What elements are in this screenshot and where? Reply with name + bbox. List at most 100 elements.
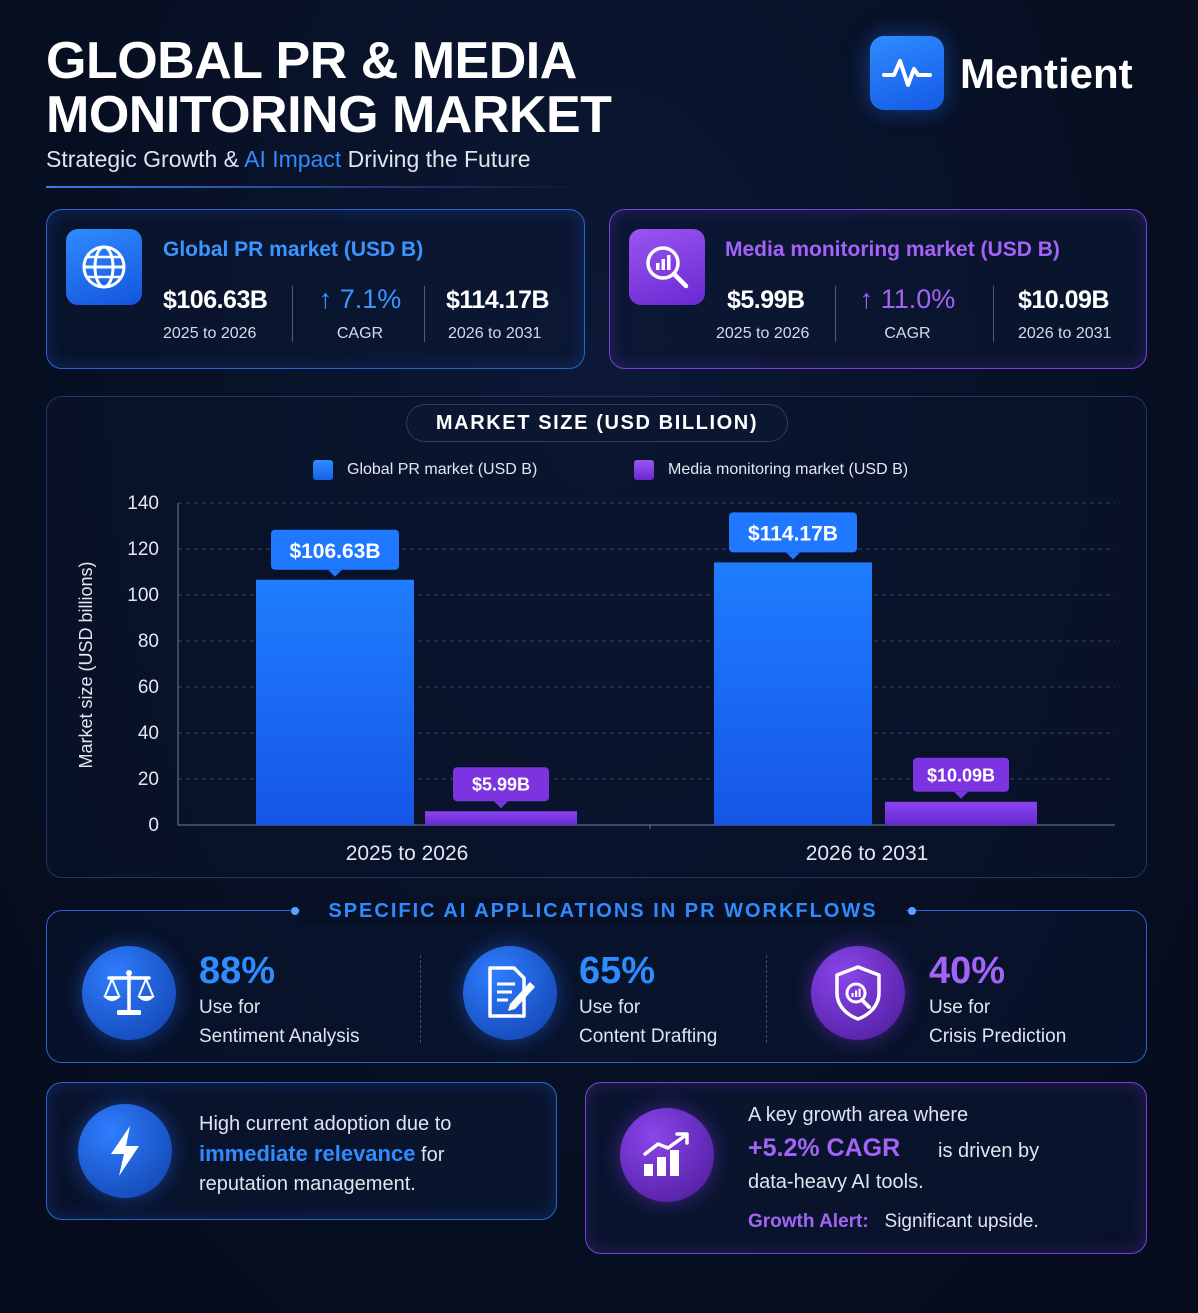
- ai-item-1-line1: Use for: [199, 997, 261, 1018]
- shield-search-icon: [835, 965, 881, 1021]
- mm-card-icon-box: [629, 229, 705, 305]
- chart-title: MARKET SIZE (USD BILLION): [406, 404, 788, 442]
- ai-item-1-icon-circle: [82, 946, 176, 1040]
- ai-item-1-pct: 88%: [199, 950, 276, 992]
- ai-divider-1: [420, 955, 421, 1043]
- pr-card-icon-box: [66, 229, 142, 305]
- subtitle-highlight: AI Impact: [244, 146, 342, 172]
- pr-cagr-number: 7.1%: [339, 284, 402, 314]
- mm-divider-2: [993, 286, 994, 342]
- mm-stat1-value: $5.99B: [727, 286, 805, 314]
- ai-item-2-line1: Use for: [579, 997, 641, 1018]
- subtitle-post: Driving the Future: [341, 146, 531, 172]
- y-tick-label: 20: [138, 769, 159, 790]
- ai-item-3-line2: Crisis Prediction: [929, 1026, 1067, 1047]
- ai-item-1-line2: Sentiment Analysis: [199, 1026, 360, 1047]
- title-line-2: MONITORING MARKET: [46, 86, 612, 144]
- pr-stat1-label: 2025 to 2026: [163, 325, 257, 342]
- data-label: $5.99B: [472, 775, 530, 795]
- heading-dot-right: [908, 907, 916, 915]
- data-label: $114.17B: [748, 522, 838, 545]
- arrow-up-icon: ↑: [859, 284, 874, 314]
- title-line-1: GLOBAL PR & MEDIA: [46, 32, 577, 90]
- pr-stat2-label: 2026 to 2031: [448, 325, 542, 342]
- scales-icon: [103, 970, 155, 1015]
- growth-alert-label: Growth Alert:: [748, 1211, 869, 1232]
- y-tick-label: 60: [138, 677, 159, 698]
- adoption-after-highlight: for: [415, 1144, 445, 1166]
- legend-swatch-mm: [634, 460, 654, 480]
- adoption-text: High current adoption due to immediate r…: [199, 1110, 451, 1199]
- title-underline: [46, 186, 586, 188]
- bar: [425, 811, 577, 825]
- subtitle-pre: Strategic Growth &: [46, 146, 245, 172]
- globe-icon: [82, 245, 126, 289]
- magnifier-chart-icon: [646, 246, 689, 289]
- growth-icon-circle: [620, 1108, 714, 1202]
- y-axis-label: Market size (USD billions): [76, 561, 96, 768]
- legend-swatch-pr: [313, 460, 333, 480]
- adoption-icon-circle: [78, 1104, 172, 1198]
- chart-panel: [46, 396, 1147, 878]
- document-pen-icon: [488, 966, 535, 1018]
- mm-divider-1: [835, 286, 836, 342]
- mm-cagr-number: 11.0%: [880, 284, 956, 314]
- ai-item-3-desc: Use for Crisis Prediction: [929, 993, 1066, 1051]
- bar: [885, 801, 1037, 825]
- data-label-pointer: [954, 791, 968, 799]
- page-title: GLOBAL PR & MEDIA MONITORING MARKET: [46, 32, 612, 144]
- adoption-line2: immediate relevance for: [199, 1139, 451, 1170]
- pr-cagr-value: ↑ 7.1%: [300, 284, 420, 315]
- pr-stat2-value: $114.17B: [446, 286, 550, 314]
- mm-cagr-label: CAGR: [884, 325, 931, 342]
- legend-item-pr: Global PR market (USD B): [313, 460, 537, 480]
- y-tick-label: 80: [138, 631, 159, 652]
- pr-divider-1: [292, 286, 293, 342]
- legend-label-mm: Media monitoring market (USD B): [668, 461, 909, 478]
- ai-item-1-desc: Use for Sentiment Analysis: [199, 993, 360, 1051]
- ai-item-3-icon-circle: [811, 946, 905, 1040]
- mm-stat2-value: $10.09B: [1018, 286, 1110, 314]
- pr-cagr-label: CAGR: [336, 325, 384, 342]
- page-subtitle: Strategic Growth & AI Impact Driving the…: [46, 146, 531, 173]
- ai-divider-2: [766, 955, 767, 1043]
- pulse-wave-icon: [882, 59, 932, 87]
- y-tick-label: 120: [127, 539, 159, 560]
- data-label-box: [913, 757, 1009, 792]
- growth-after-cagr: is driven by: [938, 1140, 1040, 1162]
- ai-item-2-pct: 65%: [579, 950, 656, 992]
- arrow-up-icon: ↑: [318, 284, 333, 314]
- adoption-line1: High current adoption due to: [199, 1113, 452, 1135]
- lightning-icon: [111, 1126, 139, 1176]
- adoption-highlight: immediate relevance: [199, 1141, 416, 1166]
- heading-dot-left: [291, 907, 299, 915]
- y-tick-label: 0: [148, 815, 159, 836]
- ai-item-2-icon-circle: [463, 946, 557, 1040]
- bar: [256, 579, 414, 825]
- data-label-box: [453, 767, 549, 802]
- mm-stat1-label: 2025 to 2026: [716, 325, 810, 342]
- legend-item-mm: Media monitoring market (USD B): [634, 460, 908, 480]
- growth-line1: A key growth area where: [748, 1104, 969, 1126]
- data-label-box: [271, 529, 399, 570]
- y-tick-label: 40: [138, 723, 159, 744]
- legend-label-pr: Global PR market (USD B): [347, 461, 538, 478]
- ai-item-2-line2: Content Drafting: [579, 1026, 718, 1047]
- adoption-line3: reputation management.: [199, 1173, 416, 1195]
- growth-line3: data-heavy AI tools.: [748, 1171, 924, 1193]
- growth-chart-icon: [643, 1132, 689, 1176]
- mm-stat2-label: 2026 to 2031: [1018, 325, 1112, 342]
- data-label: $10.09B: [927, 765, 995, 785]
- x-tick-label: 2026 to 2031: [806, 842, 929, 865]
- data-label: $106.63B: [289, 540, 380, 563]
- y-tick-label: 140: [127, 493, 159, 514]
- brand-logo: [870, 36, 944, 110]
- bar: [714, 562, 872, 825]
- data-label-pointer: [328, 569, 342, 577]
- data-label-pointer: [494, 801, 508, 809]
- data-label-box: [729, 512, 857, 553]
- y-tick-label: 100: [127, 585, 159, 606]
- brand-name: Mentient: [960, 50, 1133, 97]
- mm-cagr-value: ↑ 11.0%: [845, 284, 970, 315]
- growth-cagr: +5.2% CAGR: [748, 1134, 901, 1162]
